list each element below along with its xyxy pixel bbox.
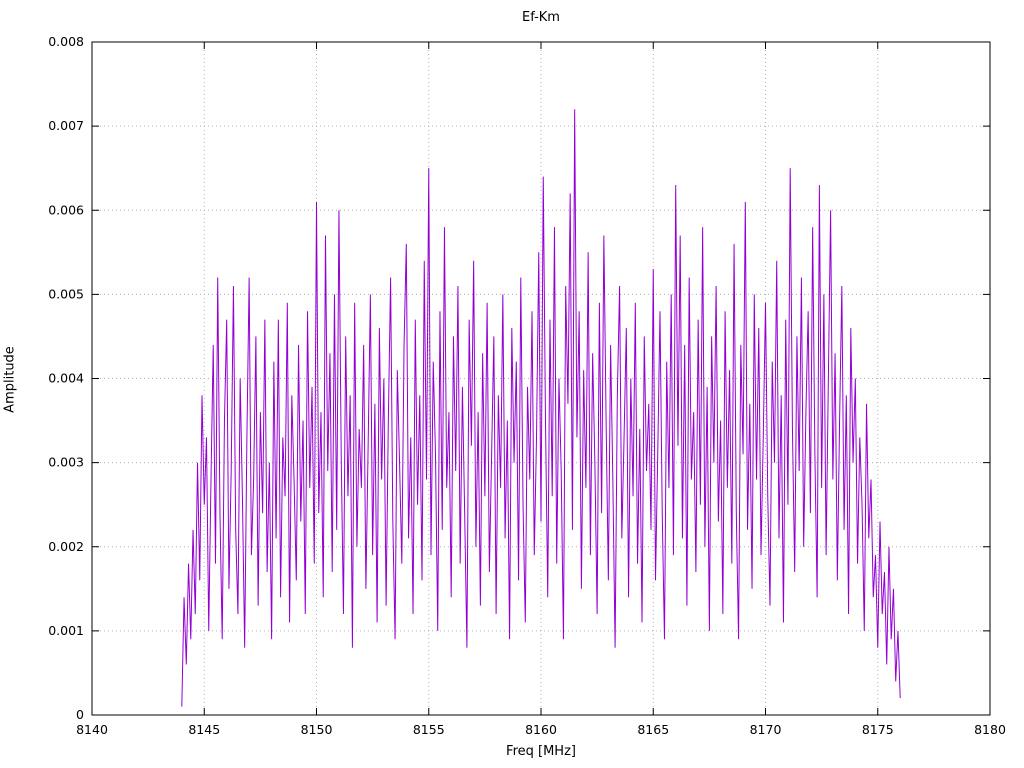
y-tick-label: 0 xyxy=(76,707,84,722)
x-tick-label: 8160 xyxy=(525,722,557,737)
x-tick-label: 8180 xyxy=(974,722,1006,737)
y-tick-label: 0.003 xyxy=(48,455,84,470)
series-line xyxy=(181,109,901,707)
y-tick-label: 0.007 xyxy=(48,118,84,133)
x-tick-label: 8145 xyxy=(188,722,220,737)
x-tick-label: 8150 xyxy=(301,722,333,737)
y-tick-label: 0.006 xyxy=(48,202,84,217)
y-axis-label: Amplitude xyxy=(2,346,18,413)
y-tick-label: 0.004 xyxy=(48,371,84,386)
y-tick-label: 0.005 xyxy=(48,286,84,301)
x-tick-label: 8170 xyxy=(750,722,782,737)
y-tick-label: 0.002 xyxy=(48,539,84,554)
y-tick-label: 0.008 xyxy=(48,34,84,49)
x-axis-label: Freq [MHz] xyxy=(506,744,576,759)
chart-title: Ef-Km xyxy=(522,10,560,25)
y-tick-label: 0.001 xyxy=(48,623,84,638)
x-tick-label: 8175 xyxy=(862,722,894,737)
x-tick-label: 8165 xyxy=(637,722,669,737)
x-tick-label: 8140 xyxy=(76,722,108,737)
x-tick-label: 8155 xyxy=(413,722,445,737)
